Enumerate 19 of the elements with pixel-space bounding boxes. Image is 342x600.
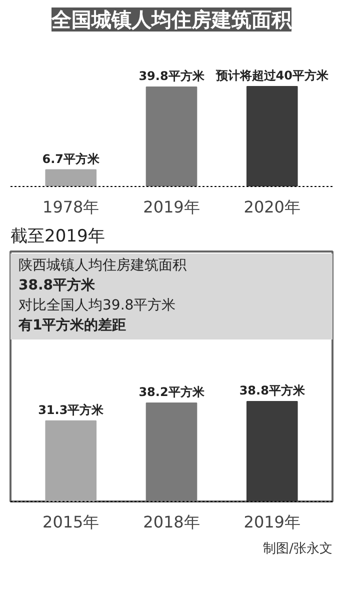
x-tick-label: 2020年 <box>244 198 300 216</box>
text: 制图/张永文 <box>263 540 333 556</box>
text: 38.8平方米 <box>18 276 96 294</box>
data-label: 39.8平方米 <box>138 69 206 83</box>
x-tick-label: 2018年 <box>143 512 200 532</box>
text: 陕西城镇人均住房建筑面积 <box>18 258 186 274</box>
x-tick-label: 2019年 <box>244 512 300 532</box>
x-tick-label: 1978年 <box>42 198 100 216</box>
text: 有1平方米的差距 <box>18 316 126 334</box>
data-label: 6.7平方米 <box>42 152 101 166</box>
x-tick-label: 2015年 <box>42 512 100 532</box>
data-label: 38.2平方米 <box>138 385 206 400</box>
data-label: 38.8平方米 <box>239 384 306 398</box>
data-label: 31.3平方米 <box>38 402 105 417</box>
x-tick-label: 2019年 <box>143 198 200 216</box>
chart-title: 截至2019年 <box>10 226 105 246</box>
chart-title: 全国城镇人均住房建筑面积 <box>50 8 292 32</box>
text: 对比全国人均39.8平方米 <box>18 298 176 314</box>
data-label: 预计将超过40平方米 <box>214 68 330 82</box>
